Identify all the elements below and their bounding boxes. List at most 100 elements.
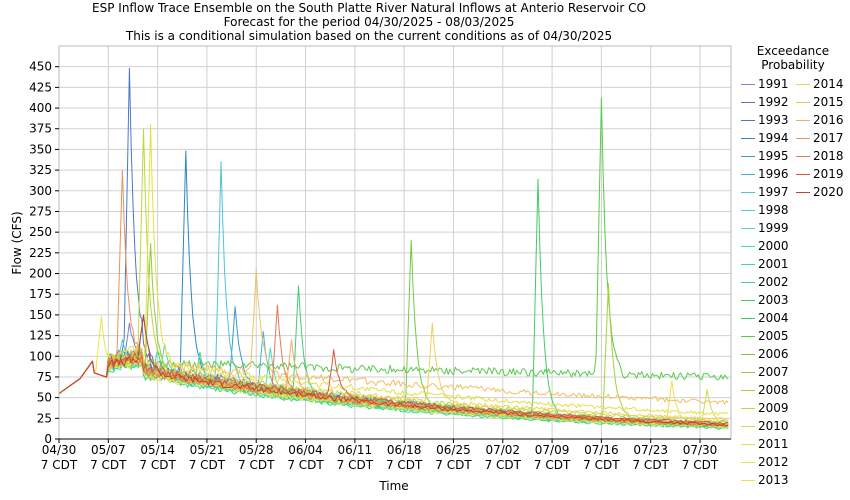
chart-title-line-1: ESP Inflow Trace Ensemble on the South P…: [92, 1, 646, 15]
legend-label: 2011: [758, 437, 789, 451]
legend-label: 2007: [758, 365, 789, 379]
legend-label: 2017: [813, 131, 844, 145]
x-tick-label: 06/04: [288, 443, 323, 457]
chart-title-line-2: Forecast for the period 04/30/2025 - 08/…: [223, 15, 515, 29]
legend-swatch: [741, 228, 755, 229]
x-tick-label: 7 CDT: [632, 458, 669, 472]
legend-swatch: [796, 174, 810, 175]
legend-swatch: [741, 138, 755, 139]
legend-label: 2002: [758, 275, 789, 289]
legend-title-line-2: Probability: [761, 58, 825, 72]
legend-swatch: [796, 192, 810, 193]
y-tick-label: 75: [37, 370, 52, 384]
legend-label: 1996: [758, 167, 789, 181]
x-tick-label: 7 CDT: [41, 458, 78, 472]
legend-label: 1995: [758, 149, 789, 163]
legend-swatch: [741, 426, 755, 427]
legend-swatch: [741, 264, 755, 265]
y-tick-label: 350: [29, 142, 52, 156]
legend-swatch: [796, 102, 810, 103]
x-axis-label: Time: [378, 479, 408, 493]
legend-swatch: [741, 246, 755, 247]
y-tick-label: 25: [37, 411, 52, 425]
x-tick-label: 04/30: [42, 443, 77, 457]
legend-swatch: [741, 300, 755, 301]
x-tick-label: 7 CDT: [90, 458, 127, 472]
legend-label: 2008: [758, 383, 789, 397]
legend-swatch: [741, 408, 755, 409]
legend-swatch: [741, 84, 755, 85]
legend-swatch: [741, 390, 755, 391]
legend-label: 1999: [758, 221, 789, 235]
y-axis: 0 25 50 75 100 125 150 175 200 225 250 275 300 325 350…: [29, 60, 59, 446]
legend-swatch: [796, 138, 810, 139]
legend-swatch: [796, 84, 810, 85]
x-tick-label: 07/09: [535, 443, 570, 457]
y-tick-label: 100: [29, 349, 52, 363]
y-tick-label: 275: [29, 204, 52, 218]
y-tick-label: 200: [29, 267, 52, 281]
legend-swatch: [741, 372, 755, 373]
legend-swatch: [741, 480, 755, 481]
legend-swatch: [741, 174, 755, 175]
legend-swatch: [741, 336, 755, 337]
legend-label: 2005: [758, 329, 789, 343]
y-tick-label: 0: [44, 432, 52, 446]
x-tick-label: 07/02: [485, 443, 520, 457]
series-line-2014: [58, 322, 729, 421]
x-tick-label: 7 CDT: [287, 458, 324, 472]
y-tick-label: 450: [29, 60, 52, 74]
y-tick-label: 175: [29, 287, 52, 301]
legend-label: 1997: [758, 185, 789, 199]
series-line-2015: [58, 268, 729, 405]
x-tick-label: 07/30: [683, 443, 718, 457]
x-tick-label: 7 CDT: [485, 458, 522, 472]
legend-label: 1993: [758, 113, 789, 127]
legend-label: 2003: [758, 293, 789, 307]
legend-swatch: [741, 120, 755, 121]
series-line-2020: [58, 314, 729, 427]
legend-label: 1992: [758, 95, 789, 109]
y-tick-label: 300: [29, 184, 52, 198]
legend: Exceedance Probability 1991 1992 1993 1994 1…: [736, 44, 850, 487]
series-line-2011: [58, 124, 729, 416]
x-tick-label: 07/23: [633, 443, 668, 457]
legend-label: 1994: [758, 131, 789, 145]
y-tick-label: 400: [29, 101, 52, 115]
legend-swatch: [741, 462, 755, 463]
legend-title: Exceedance Probability: [736, 44, 850, 72]
legend-swatch: [741, 444, 755, 445]
x-tick-label: 05/21: [190, 443, 225, 457]
y-axis-label: Flow (CFS): [10, 211, 24, 274]
legend-label: 2006: [758, 347, 789, 361]
x-tick-label: 07/16: [584, 443, 619, 457]
series-line-2012: [58, 316, 729, 429]
legend-label: 1991: [758, 77, 789, 91]
x-tick-label: 7 CDT: [435, 458, 472, 472]
y-tick-label: 150: [29, 308, 52, 322]
legend-label: 2000: [758, 239, 789, 253]
legend-title-line-1: Exceedance: [756, 44, 830, 58]
y-tick-label: 425: [29, 80, 52, 94]
x-tick-label: 7 CDT: [583, 458, 620, 472]
x-tick-label: 7 CDT: [682, 458, 719, 472]
y-tick-label: 325: [29, 163, 52, 177]
legend-label: 1998: [758, 203, 789, 217]
legend-swatch: [796, 120, 810, 121]
legend-swatch: [741, 192, 755, 193]
series-lines: [58, 67, 729, 430]
x-tick-label: 7 CDT: [534, 458, 571, 472]
legend-label: 2016: [813, 113, 844, 127]
legend-label: 2014: [813, 77, 844, 91]
legend-label: 2019: [813, 167, 844, 181]
y-tick-label: 125: [29, 329, 52, 343]
legend-label: 2013: [758, 473, 789, 487]
legend-label: 2001: [758, 257, 789, 271]
x-tick-label: 06/11: [338, 443, 373, 457]
x-tick-label: 06/18: [387, 443, 422, 457]
x-tick-label: 05/14: [140, 443, 175, 457]
x-tick-label: 7 CDT: [386, 458, 423, 472]
x-tick-label: 06/25: [436, 443, 471, 457]
